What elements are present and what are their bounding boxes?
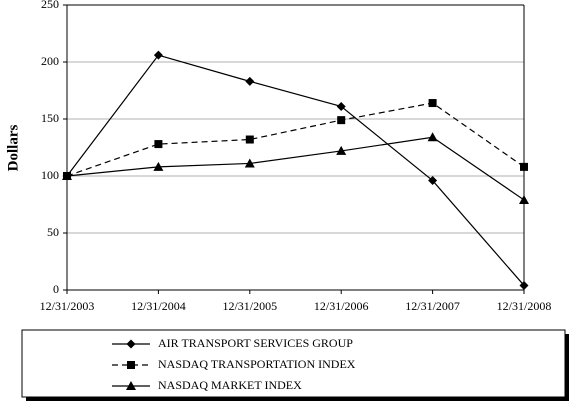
marker (244, 158, 255, 168)
marker (245, 135, 254, 144)
marker (336, 101, 346, 111)
marker (519, 194, 529, 204)
legend-label: NASDAQ TRANSPORTATION INDEX (158, 357, 356, 371)
marker (126, 381, 136, 390)
legend-label: AIR TRANSPORT SERVICES GROUP (158, 336, 353, 350)
x-tick-label: 12/31/2005 (222, 299, 277, 313)
marker (337, 116, 346, 125)
marker (127, 361, 135, 369)
marker (153, 161, 164, 171)
marker (336, 145, 347, 155)
series-line (66, 54, 525, 286)
marker (427, 132, 438, 142)
x-tick-label: 12/31/2003 (40, 299, 95, 313)
series-line (66, 136, 525, 201)
marker (245, 76, 255, 86)
x-tick-label: 12/31/2008 (497, 299, 552, 313)
marker (520, 162, 528, 171)
marker (428, 99, 437, 108)
y-tick-label: 0 (53, 282, 59, 296)
marker (62, 171, 72, 180)
y-tick-label: 250 (41, 0, 59, 11)
legend-label: NASDAQ MARKET INDEX (158, 378, 302, 392)
y-tick-label: 150 (41, 111, 59, 125)
x-tick-label: 12/31/2006 (314, 299, 369, 313)
x-tick-label: 12/31/2004 (131, 299, 186, 313)
marker (153, 50, 163, 60)
y-axis-label: Dollars (5, 125, 21, 172)
x-tick-label: 12/31/2007 (405, 299, 460, 313)
marker (126, 339, 136, 349)
y-tick-label: 50 (47, 225, 59, 239)
y-tick-label: 100 (41, 168, 59, 182)
marker (154, 140, 163, 149)
series-line (66, 102, 525, 177)
y-tick-label: 200 (41, 54, 59, 68)
marker (519, 280, 529, 290)
marker (428, 176, 438, 186)
